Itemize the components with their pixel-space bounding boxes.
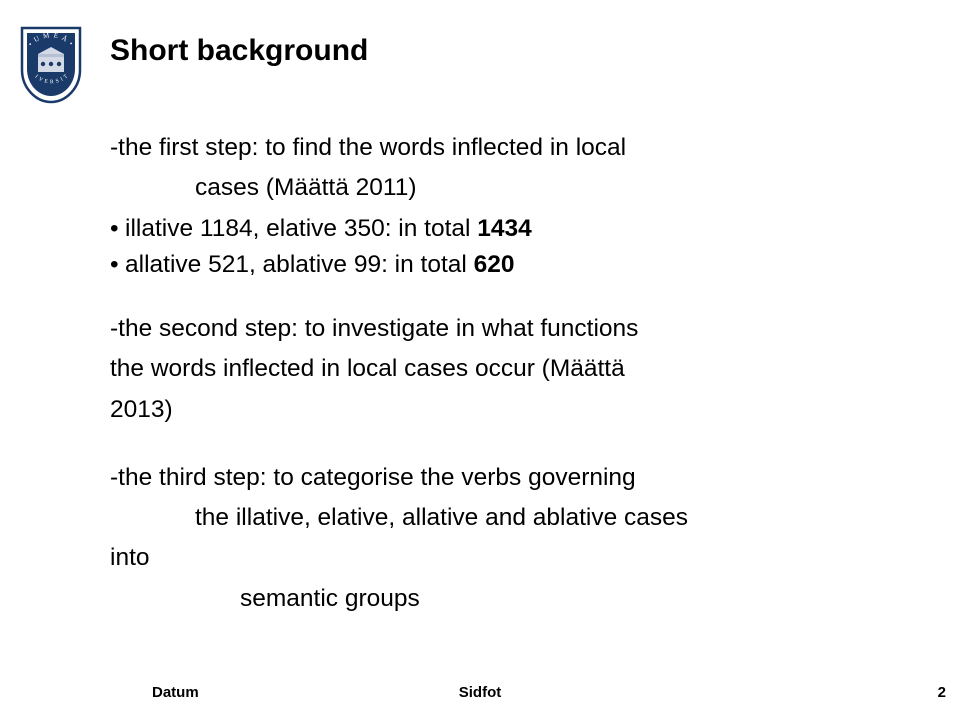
footer-text: Sidfot [0,684,960,701]
bullet-text: allative 521, ablative 99: in total 620 [125,247,515,283]
body-line: -the first step: to find the words infle… [110,130,910,166]
slide-title: Short background [110,34,368,68]
bullet-text: illative 1184, elative 350: in total 143… [125,211,532,247]
bullet-text-part: illative 1184, elative 350: in total [125,215,477,242]
body-line: cases (Määttä 2011) [110,170,910,206]
body-line: the illative, elative, allative and abla… [110,500,910,536]
slide-body: -the first step: to find the words infle… [110,130,910,621]
bullet-item: • illative 1184, elative 350: in total 1… [110,211,910,247]
body-line: semantic groups [110,581,910,617]
bullet-dot: • [110,247,125,283]
body-line: -the second step: to investigate in what… [110,311,910,347]
bullet-text-part: allative 521, ablative 99: in total [125,251,474,278]
body-line: -the third step: to categorise the verbs… [110,460,910,496]
footer: Datum Sidfot 2 [0,684,960,706]
university-logo: • U M E Å • U N I V E R S I T E T [20,26,82,104]
bullet-item: • allative 521, ablative 99: in total 62… [110,247,910,283]
bullet-bold: 1434 [477,215,532,242]
spacer [110,432,910,460]
spacer [110,283,910,311]
body-line: into [110,540,910,576]
slide-number: 2 [938,684,946,701]
slide: • U M E Å • U N I V E R S I T E T Short … [0,0,960,718]
bullet-bold: 620 [474,251,515,278]
body-line: 2013) [110,392,910,428]
bullet-dot: • [110,211,125,247]
body-line: the words inflected in local cases occur… [110,351,910,387]
